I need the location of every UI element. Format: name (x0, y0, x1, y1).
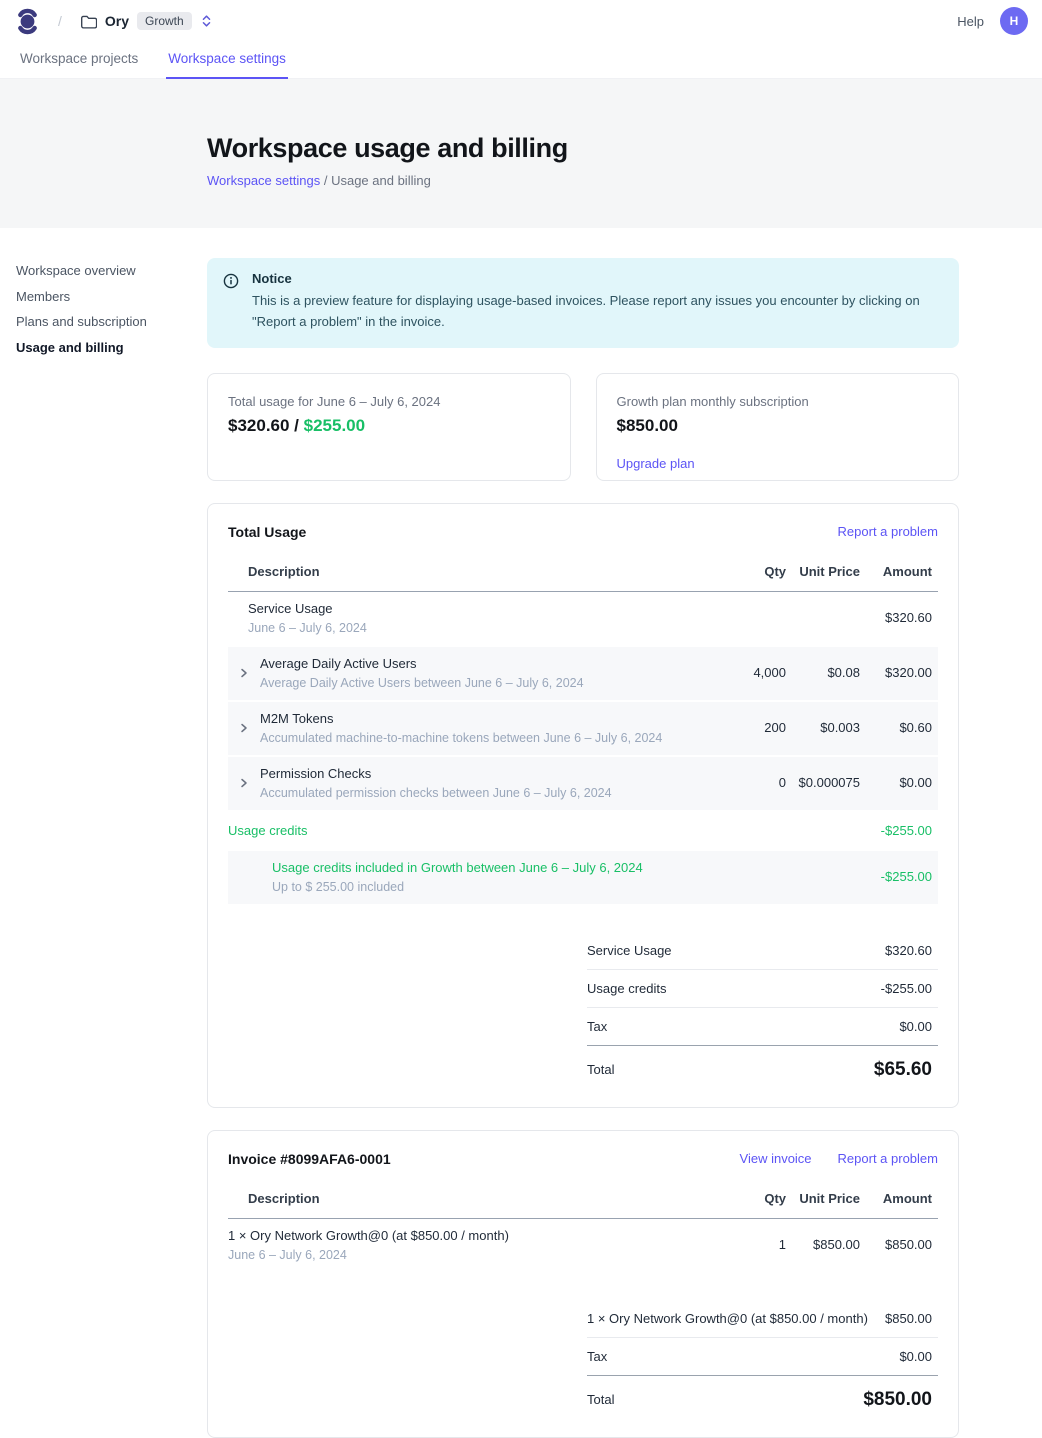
total-usage-card-label: Total usage for June 6 – July 6, 2024 (228, 393, 441, 409)
summary-row: Tax $0.00 (587, 1006, 938, 1045)
col-qty: Qty (764, 1190, 786, 1206)
info-icon (223, 273, 239, 333)
col-description: Description (248, 563, 320, 579)
summary-row: Usage credits -$255.00 (587, 968, 938, 1007)
chevron-right-icon[interactable] (236, 720, 252, 736)
usage-panel-title: Total Usage (228, 523, 307, 540)
breadcrumb: Workspace settings / Usage and billing (207, 173, 1042, 188)
breadcrumb-current: Usage and billing (331, 173, 431, 188)
upgrade-plan-link[interactable]: Upgrade plan (616, 455, 695, 471)
invoice-panel: Invoice #8099AFA6-0001 View invoice Repo… (207, 1129, 959, 1438)
total-usage-card: Total usage for June 6 – July 6, 2024 $3… (207, 372, 571, 481)
sidebar-item-usage-billing[interactable]: Usage and billing (16, 339, 124, 355)
summary-total-row: Total $850.00 (587, 1374, 938, 1417)
workspace-tabs: Workspace projects Workspace settings (0, 42, 1042, 79)
col-amount: Amount (882, 1190, 932, 1206)
page-title: Workspace usage and billing (207, 133, 568, 163)
plan-subscription-card: Growth plan monthly subscription $850.00… (595, 372, 959, 481)
preview-notice: Notice This is a preview feature for dis… (207, 258, 959, 348)
folder-icon (80, 14, 97, 29)
tab-workspace-projects[interactable]: Workspace projects (20, 51, 139, 66)
chevron-right-icon[interactable] (236, 775, 252, 791)
table-row: Average Daily Active Users Average Daily… (228, 646, 938, 702)
top-bar: / Ory Growth Help H (0, 0, 1042, 42)
plan-card-value: $850.00 (616, 415, 678, 435)
summary-row: 1 × Ory Network Growth@0 (at $850.00 / m… (587, 1310, 932, 1326)
sidebar-item-members[interactable]: Members (16, 288, 71, 304)
table-row: Usage credits included in Growth between… (228, 850, 938, 906)
user-avatar[interactable]: H (1000, 7, 1028, 35)
col-description: Description (248, 1190, 320, 1206)
summary-total-row: Total $65.60 (587, 1044, 938, 1087)
invoice-panel-title: Invoice #8099AFA6-0001 (228, 1150, 391, 1167)
table-row: 1 × Ory Network Growth@0 (at $850.00 / m… (228, 1219, 938, 1274)
row-description: 1 × Ory Network Growth@0 (at $850.00 / m… (228, 1227, 509, 1243)
usage-table-header: Description Qty Unit Price Amount (228, 556, 938, 592)
invoice-table-header: Description Qty Unit Price Amount (228, 1183, 938, 1219)
notice-title: Notice (252, 271, 292, 286)
breadcrumb-sep: / (323, 173, 328, 188)
usage-table: Description Qty Unit Price Amount Servic… (228, 556, 938, 906)
selector-chevrons-icon[interactable] (200, 14, 213, 28)
row-subtitle: Accumulated machine-to-machine tokens be… (260, 730, 663, 745)
settings-sidenav: Workspace overview Members Plans and sub… (16, 258, 147, 360)
workspace-name: Ory (104, 13, 130, 29)
summary-row: Service Usage $320.60 (587, 942, 932, 958)
summary-row: Tax $0.00 (587, 1336, 938, 1375)
row-description: Service Usage (248, 600, 333, 616)
col-unit-price: Unit Price (799, 1190, 860, 1206)
total-usage-panel: Total Usage Report a problem Description… (207, 502, 959, 1108)
report-problem-link[interactable]: Report a problem (837, 1151, 938, 1167)
report-problem-link[interactable]: Report a problem (837, 524, 938, 540)
chevron-right-icon[interactable] (236, 665, 252, 681)
row-description: Average Daily Active Users (260, 655, 417, 671)
col-unit-price: Unit Price (799, 563, 860, 579)
tab-workspace-settings[interactable]: Workspace settings (166, 42, 288, 79)
sidebar-item-workspace-overview[interactable]: Workspace overview (16, 263, 136, 278)
table-row: Usage credits -$255.00 (228, 812, 938, 851)
row-description: Permission Checks (260, 765, 372, 781)
row-description: Usage credits (228, 822, 308, 838)
breadcrumb-separator: / (58, 13, 62, 29)
breadcrumb-settings-link[interactable]: Workspace settings (207, 173, 321, 188)
workspace-switcher[interactable]: Ory Growth (80, 12, 213, 30)
ory-logo-icon[interactable] (16, 6, 40, 36)
sidebar-item-plans-subscription[interactable]: Plans and subscription (16, 314, 147, 329)
row-subtitle: June 6 – July 6, 2024 (228, 1247, 347, 1262)
row-subtitle: June 6 – July 6, 2024 (248, 620, 367, 635)
plan-badge: Growth (137, 12, 192, 30)
total-usage-card-value: $320.60 / $255.00 (228, 415, 366, 435)
usage-summary: Service Usage $320.60 Usage credits -$25… (587, 932, 938, 1087)
col-amount: Amount (882, 563, 932, 579)
page-header: Workspace usage and billing Workspace se… (0, 79, 1042, 228)
row-subtitle: Up to $ 255.00 included (272, 879, 405, 894)
table-row: Permission Checks Accumulated permission… (228, 756, 938, 812)
col-qty: Qty (764, 563, 786, 579)
view-invoice-link[interactable]: View invoice (739, 1151, 812, 1167)
invoice-summary: 1 × Ory Network Growth@0 (at $850.00 / m… (587, 1300, 938, 1417)
help-link[interactable]: Help (957, 13, 984, 29)
row-subtitle: Accumulated permission checks between Ju… (260, 785, 612, 800)
row-subtitle: Average Daily Active Users between June … (260, 675, 584, 690)
plan-card-label: Growth plan monthly subscription (616, 393, 809, 409)
table-row: Service Usage June 6 – July 6, 2024 $320… (228, 592, 938, 647)
row-description: Usage credits included in Growth between… (272, 859, 643, 875)
notice-body: This is a preview feature for displaying… (252, 293, 920, 329)
invoice-table: Description Qty Unit Price Amount 1 × Or… (228, 1183, 938, 1274)
table-row: M2M Tokens Accumulated machine-to-machin… (228, 701, 938, 757)
row-description: M2M Tokens (260, 710, 334, 726)
